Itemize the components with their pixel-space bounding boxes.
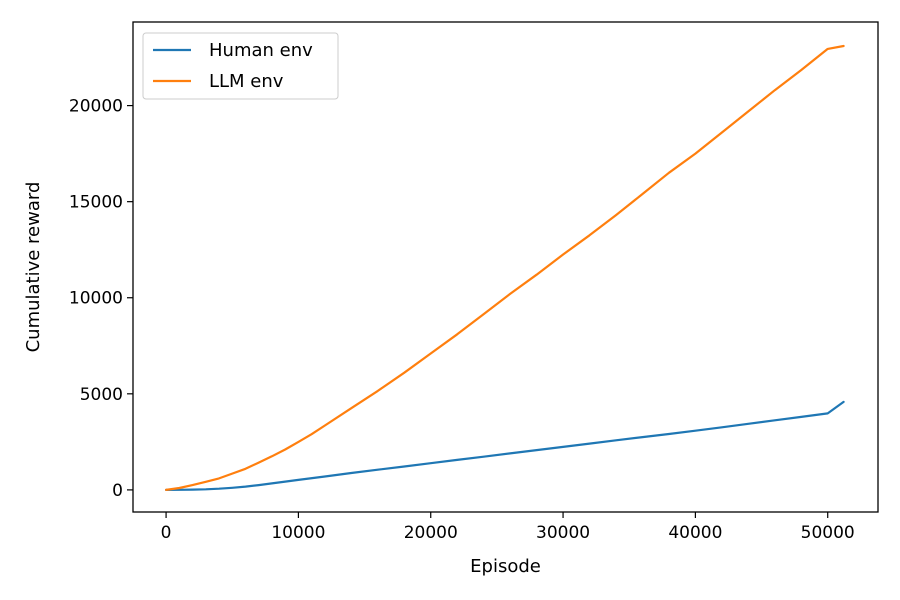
series-line-0: [165, 400, 845, 491]
legend-box: [142, 32, 339, 100]
ticks-layer: 0 10000 20000 30000 40000 50000 0 5000 10000 1500…: [69, 97, 855, 543]
series-line-1: [165, 44, 845, 491]
y-tick-label: 5000: [80, 385, 123, 405]
x-tick-label: 40000: [668, 523, 722, 543]
x-tick-label: 0: [161, 523, 172, 543]
y-tick-label: 10000: [69, 289, 123, 309]
x-tick-label: 50000: [801, 523, 855, 543]
legend-label-1: LLM env: [209, 71, 284, 92]
plot-frame: [132, 21, 879, 513]
x-tick-label: 10000: [271, 523, 325, 543]
x-tick-label: 30000: [536, 523, 590, 543]
y-tick-label: 15000: [69, 193, 123, 213]
x-axis-label: Episode: [470, 556, 541, 577]
y-tick-label: 0: [112, 481, 123, 501]
legend: Human env LLM env: [142, 32, 339, 100]
legend-label-0: Human env: [209, 40, 313, 61]
series-lines: [165, 44, 845, 491]
y-axis-label: Cumulative reward: [23, 182, 44, 353]
x-tick-label: 20000: [404, 523, 458, 543]
y-tick-label: 20000: [69, 97, 123, 117]
